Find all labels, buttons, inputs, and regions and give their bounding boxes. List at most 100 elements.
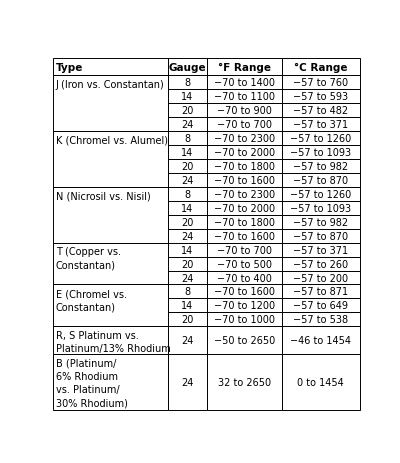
- Text: 24: 24: [181, 377, 194, 388]
- Bar: [206, 188, 282, 201]
- Bar: [282, 243, 360, 257]
- Bar: [206, 201, 282, 215]
- Bar: [168, 131, 206, 145]
- Text: 8: 8: [184, 78, 190, 88]
- Bar: [53, 188, 168, 243]
- Bar: [282, 90, 360, 104]
- Bar: [206, 299, 282, 313]
- Text: −57 to 649: −57 to 649: [293, 301, 348, 311]
- Bar: [206, 327, 282, 355]
- Text: −70 to 1600: −70 to 1600: [214, 287, 275, 297]
- Text: −70 to 700: −70 to 700: [217, 245, 272, 255]
- Text: −57 to 1260: −57 to 1260: [290, 189, 352, 199]
- Text: 20: 20: [181, 217, 194, 227]
- Bar: [53, 243, 168, 285]
- Text: 20: 20: [181, 259, 194, 269]
- Bar: [282, 229, 360, 243]
- Bar: [168, 215, 206, 229]
- Text: B (Platinum/
6% Rhodium
vs. Platinum/
30% Rhodium): B (Platinum/ 6% Rhodium vs. Platinum/ 30…: [56, 358, 128, 407]
- Text: J (Iron vs. Constantan): J (Iron vs. Constantan): [56, 80, 164, 89]
- Text: −70 to 400: −70 to 400: [217, 273, 272, 283]
- Bar: [282, 201, 360, 215]
- Text: −70 to 1800: −70 to 1800: [214, 217, 275, 227]
- Bar: [282, 104, 360, 118]
- Text: −57 to 760: −57 to 760: [293, 78, 348, 88]
- Text: −70 to 1800: −70 to 1800: [214, 162, 275, 171]
- Text: 14: 14: [181, 245, 194, 255]
- Bar: [168, 104, 206, 118]
- Text: 20: 20: [181, 106, 194, 116]
- Text: −70 to 1000: −70 to 1000: [214, 315, 275, 325]
- Text: −70 to 1200: −70 to 1200: [214, 301, 275, 311]
- Text: K (Chromel vs. Alumel): K (Chromel vs. Alumel): [56, 135, 168, 145]
- Bar: [282, 327, 360, 355]
- Text: −57 to 870: −57 to 870: [293, 175, 348, 185]
- Bar: [168, 243, 206, 257]
- Bar: [282, 159, 360, 173]
- Text: 20: 20: [181, 162, 194, 171]
- Text: °F Range: °F Range: [218, 63, 271, 73]
- Text: 14: 14: [181, 301, 194, 311]
- Text: 24: 24: [181, 119, 194, 130]
- Text: −57 to 482: −57 to 482: [293, 106, 348, 116]
- Text: −70 to 500: −70 to 500: [217, 259, 272, 269]
- Bar: [206, 271, 282, 285]
- Bar: [282, 257, 360, 271]
- Text: −57 to 870: −57 to 870: [293, 231, 348, 241]
- Bar: [168, 285, 206, 299]
- Text: −70 to 1600: −70 to 1600: [214, 231, 275, 241]
- Bar: [282, 355, 360, 410]
- Text: 14: 14: [181, 92, 194, 102]
- Bar: [168, 271, 206, 285]
- Text: −57 to 371: −57 to 371: [293, 119, 348, 130]
- Text: −57 to 260: −57 to 260: [293, 259, 348, 269]
- Bar: [206, 118, 282, 131]
- Bar: [282, 76, 360, 90]
- Text: −70 to 2300: −70 to 2300: [214, 189, 275, 199]
- Bar: [282, 285, 360, 299]
- Text: −57 to 593: −57 to 593: [293, 92, 348, 102]
- Text: −70 to 1100: −70 to 1100: [214, 92, 275, 102]
- Text: −57 to 538: −57 to 538: [293, 315, 348, 325]
- Text: 24: 24: [181, 231, 194, 241]
- Bar: [53, 285, 168, 327]
- Text: 24: 24: [181, 175, 194, 185]
- Bar: [53, 59, 168, 76]
- Text: −57 to 1260: −57 to 1260: [290, 133, 352, 144]
- Bar: [168, 118, 206, 131]
- Text: 0 to 1454: 0 to 1454: [298, 377, 344, 388]
- Text: −57 to 371: −57 to 371: [293, 245, 348, 255]
- Text: T (Copper vs.
Constantan): T (Copper vs. Constantan): [56, 247, 120, 270]
- Text: −57 to 1093: −57 to 1093: [290, 148, 352, 157]
- Bar: [168, 257, 206, 271]
- Bar: [282, 118, 360, 131]
- Bar: [206, 173, 282, 188]
- Text: E (Chromel vs.
Constantan): E (Chromel vs. Constantan): [56, 288, 126, 312]
- Text: −70 to 2000: −70 to 2000: [214, 203, 275, 213]
- Text: −57 to 982: −57 to 982: [293, 217, 348, 227]
- Bar: [206, 59, 282, 76]
- Text: −70 to 2000: −70 to 2000: [214, 148, 275, 157]
- Text: −70 to 700: −70 to 700: [217, 119, 272, 130]
- Bar: [282, 215, 360, 229]
- Bar: [206, 355, 282, 410]
- Text: N (Nicrosil vs. Nisil): N (Nicrosil vs. Nisil): [56, 191, 150, 201]
- Bar: [282, 59, 360, 76]
- Bar: [168, 229, 206, 243]
- Bar: [53, 76, 168, 131]
- Text: −70 to 2300: −70 to 2300: [214, 133, 275, 144]
- Text: −70 to 900: −70 to 900: [217, 106, 272, 116]
- Bar: [168, 201, 206, 215]
- Bar: [168, 145, 206, 159]
- Text: −57 to 200: −57 to 200: [293, 273, 348, 283]
- Text: °C Range: °C Range: [294, 63, 348, 73]
- Text: 14: 14: [181, 203, 194, 213]
- Bar: [168, 76, 206, 90]
- Bar: [282, 131, 360, 145]
- Text: −57 to 871: −57 to 871: [293, 287, 348, 297]
- Bar: [206, 313, 282, 327]
- Text: 14: 14: [181, 148, 194, 157]
- Text: Type: Type: [56, 63, 83, 73]
- Bar: [282, 188, 360, 201]
- Text: 8: 8: [184, 287, 190, 297]
